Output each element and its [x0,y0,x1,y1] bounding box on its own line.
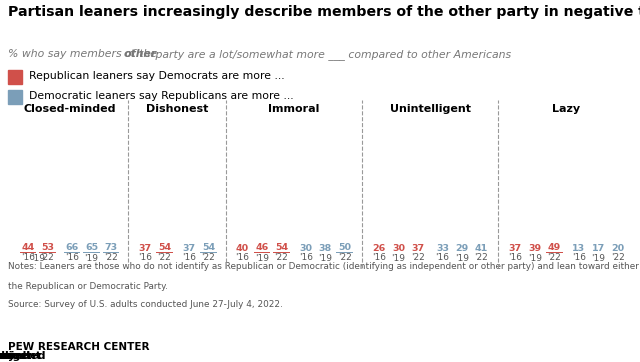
Text: 37: 37 [509,244,522,253]
Bar [20,252,36,253]
Text: 20: 20 [611,244,624,253]
Text: '19: '19 [255,254,269,262]
Text: '19: '19 [84,254,99,262]
Bar [200,252,217,253]
Text: Closed-minded: Closed-minded [0,351,46,361]
Bar [273,252,290,253]
Text: '22: '22 [104,253,118,262]
Text: 44: 44 [21,244,35,252]
Text: Unintelligent: Unintelligent [0,351,41,361]
Text: '19: '19 [31,254,45,262]
Text: 40: 40 [236,244,249,253]
Text: '16: '16 [372,253,386,262]
Text: party are a lot/somewhat more ___ compared to other Americans: party are a lot/somewhat more ___ compar… [152,49,511,60]
Text: 37: 37 [182,244,196,253]
Text: '16: '16 [21,253,35,262]
Text: '22: '22 [338,253,352,262]
Text: '22: '22 [611,253,625,262]
Text: 13: 13 [572,244,586,253]
Text: '22: '22 [474,253,488,262]
Text: '16: '16 [236,253,250,262]
Text: '16: '16 [435,253,449,262]
Bar [63,252,81,253]
Bar [83,252,100,253]
Text: 33: 33 [436,244,449,253]
Text: 41: 41 [475,244,488,253]
Text: '22: '22 [202,253,215,262]
Text: the Republican or Democratic Party.: the Republican or Democratic Party. [8,282,168,291]
Text: Immoral: Immoral [0,351,26,361]
Text: '19: '19 [528,254,542,262]
Bar [102,252,119,253]
Text: '22: '22 [157,253,172,262]
Text: '19: '19 [319,254,332,262]
Text: 26: 26 [372,244,386,253]
Bar [253,252,271,253]
Bar [546,252,563,253]
Text: '22: '22 [40,253,54,262]
Text: 54: 54 [202,243,215,252]
Text: '16: '16 [299,253,313,262]
Text: '22: '22 [275,253,288,262]
Text: 39: 39 [528,244,541,253]
Bar [156,252,173,253]
Text: 37: 37 [412,244,424,253]
Text: Republican leaners say Democrats are more ...: Republican leaners say Democrats are mor… [29,71,284,81]
Text: 65: 65 [85,243,98,252]
Text: 54: 54 [158,243,171,252]
Text: 50: 50 [339,243,351,252]
Text: '16: '16 [182,253,196,262]
Text: '19: '19 [455,254,469,262]
Text: '22: '22 [411,253,425,262]
Text: 46: 46 [255,243,269,252]
Text: Unintelligent: Unintelligent [390,104,470,114]
Text: PEW RESEARCH CENTER: PEW RESEARCH CENTER [8,342,150,352]
Text: '16: '16 [138,253,152,262]
Bar [8,90,22,104]
Text: 54: 54 [275,243,288,252]
Text: '16: '16 [65,253,79,262]
Text: Partisan leaners increasingly describe members of the other party in negative te: Partisan leaners increasingly describe m… [8,5,640,20]
Text: 17: 17 [591,244,605,253]
Text: '19: '19 [392,254,405,262]
Text: 53: 53 [41,243,54,252]
Bar [8,70,22,84]
Text: 49: 49 [548,243,561,252]
Text: '16: '16 [508,253,522,262]
Bar [337,252,353,253]
Text: Immoral: Immoral [268,104,319,114]
Bar [39,252,56,253]
Text: Source: Survey of U.S. adults conducted June 27-July 4, 2022.: Source: Survey of U.S. adults conducted … [8,300,283,310]
Text: 30: 30 [300,244,312,253]
Text: Closed-minded: Closed-minded [24,104,116,114]
Text: 37: 37 [138,244,152,253]
Text: Lazy: Lazy [0,351,15,361]
Text: '22: '22 [547,253,561,262]
Text: 66: 66 [65,243,79,252]
Text: '16: '16 [572,253,586,262]
Text: Lazy: Lazy [552,104,580,114]
Text: Notes: Leaners are those who do not identify as Republican or Democratic (identi: Notes: Leaners are those who do not iden… [8,262,639,272]
Text: '19: '19 [591,254,605,262]
Text: 73: 73 [104,243,118,252]
Text: 29: 29 [455,244,468,253]
Text: Democratic leaners say Republicans are more ...: Democratic leaners say Republicans are m… [29,91,293,101]
Text: Dishonest: Dishonest [145,104,208,114]
Text: Dishonest: Dishonest [0,351,31,361]
Text: 38: 38 [319,244,332,253]
Text: 30: 30 [392,244,405,253]
Text: other: other [124,49,157,59]
Text: % who say members of the: % who say members of the [8,49,161,59]
